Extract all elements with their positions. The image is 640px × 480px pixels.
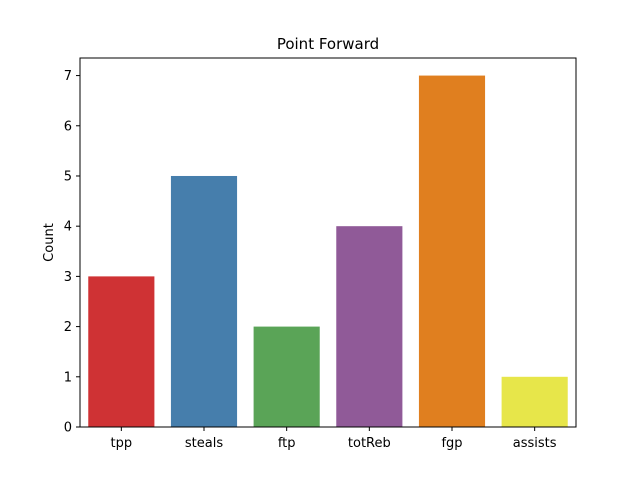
y-tick-label: 6 bbox=[64, 119, 72, 134]
bar-tpp bbox=[88, 276, 155, 427]
y-axis: 0 1 2 3 4 5 6 7 bbox=[64, 69, 80, 436]
y-axis-label: Count bbox=[42, 223, 57, 262]
bar-assists bbox=[501, 376, 568, 427]
y-tick-label: 3 bbox=[64, 270, 72, 285]
y-tick-label: 5 bbox=[64, 169, 72, 184]
bar-totReb bbox=[336, 226, 403, 427]
bars-group bbox=[88, 75, 568, 428]
bar-steals bbox=[170, 175, 238, 427]
bar-ftp bbox=[253, 326, 320, 427]
y-tick-label: 0 bbox=[64, 421, 72, 436]
x-tick-label-totReb: totReb bbox=[348, 436, 391, 451]
x-tick-label-assists: assists bbox=[513, 436, 557, 451]
bar-fgp bbox=[418, 75, 486, 428]
y-tick-label: 4 bbox=[64, 220, 72, 235]
plot-frame bbox=[79, 57, 577, 428]
x-tick-label-tpp: tpp bbox=[111, 436, 133, 451]
y-tick-label: 1 bbox=[64, 370, 72, 385]
chart-title: Point Forward bbox=[277, 35, 379, 53]
x-axis: tpp steals ftp totReb fgp assists bbox=[111, 427, 557, 451]
x-tick-label-fgp: fgp bbox=[441, 436, 462, 451]
x-tick-label-steals: steals bbox=[185, 436, 223, 451]
x-tick-label-ftp: ftp bbox=[278, 436, 296, 451]
y-tick-label: 2 bbox=[64, 320, 72, 335]
y-tick-label: 7 bbox=[64, 69, 72, 84]
